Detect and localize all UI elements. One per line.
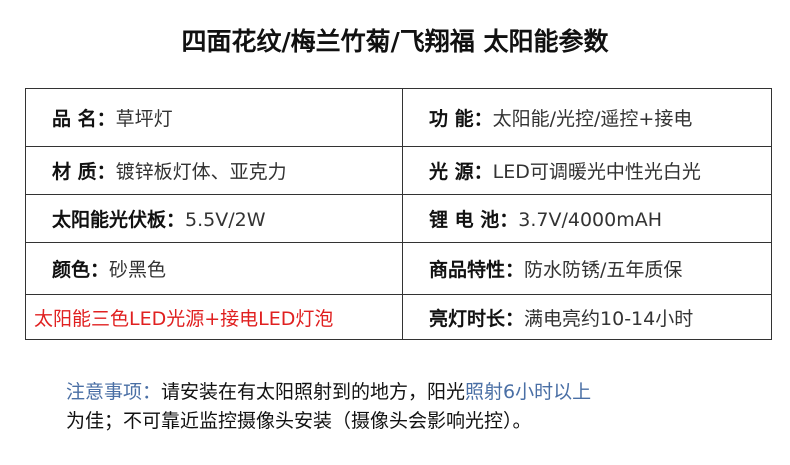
- spec-value: 草坪灯: [115, 108, 173, 130]
- spec-key: 亮灯时长：: [429, 307, 525, 330]
- spec-cell: 亮灯时长：满电亮约10-14小时: [402, 294, 772, 340]
- spec-key: 材 质：: [52, 161, 116, 183]
- page-title: 四面花纹/梅兰竹菊/飞翔福 太阳能参数: [181, 27, 609, 56]
- spec-cell: 材 质：镀锌板灯体、亚克力: [25, 146, 403, 195]
- table-row: 颜色：砂黑色 商品特性：防水防锈/五年质保: [25, 242, 772, 295]
- spec-value: 3.7V/4000mAH: [518, 209, 662, 231]
- spec-cell: 太阳能光伏板：5.5V/2W: [25, 194, 403, 243]
- spec-value: 满电亮约10-14小时: [524, 307, 694, 330]
- spec-cell: 锂 电 池：3.7V/4000mAH: [402, 194, 772, 243]
- notice-text-2: 为佳；不可靠近监控摄像头安装（摄像头会影响光控）。: [66, 410, 532, 432]
- spec-cell: 颜色：砂黑色: [25, 242, 403, 295]
- spec-value: 太阳能/光控/遥控+接电: [492, 108, 693, 130]
- spec-value: 5.5V/2W: [185, 209, 266, 231]
- spec-cell: 功 能：太阳能/光控/遥控+接电: [402, 88, 772, 147]
- spec-key: 品 名：: [52, 108, 116, 130]
- spec-key: 商品特性：: [429, 259, 525, 281]
- notice-text: 请安装在有太阳照射到的地方，阳光: [161, 381, 466, 403]
- notice-label: 注意事项：: [66, 381, 162, 403]
- spec-key: 锂 电 池：: [429, 209, 519, 231]
- spec-value: 镀锌板灯体、亚克力: [115, 161, 287, 183]
- spec-value: 砂黑色: [109, 259, 167, 281]
- spec-key: 太阳能光伏板：: [52, 209, 186, 231]
- spec-key: 颜色：: [52, 259, 110, 281]
- spec-cell: 光 源：LED可调暖光中性光白光: [402, 146, 772, 195]
- notice-highlight: 照射6小时以上: [465, 381, 592, 403]
- table-row: 材 质：镀锌板灯体、亚克力 光 源：LED可调暖光中性光白光: [25, 146, 772, 195]
- spec-cell: 商品特性：防水防锈/五年质保: [402, 242, 772, 295]
- spec-key: 光 源：: [429, 161, 493, 183]
- spec-cell: 品 名：草坪灯: [25, 88, 403, 147]
- light-source-highlight: 太阳能三色LED光源+接电LED灯泡: [25, 294, 403, 340]
- spec-key: 功 能：: [429, 108, 493, 130]
- spec-value: LED可调暖光中性光白光: [492, 161, 701, 183]
- table-row: 品 名：草坪灯 功 能：太阳能/光控/遥控+接电: [25, 88, 772, 147]
- spec-table: 品 名：草坪灯 功 能：太阳能/光控/遥控+接电 材 质：镀锌板灯体、亚克力 光…: [25, 88, 772, 340]
- table-row: 太阳能三色LED光源+接电LED灯泡 亮灯时长：满电亮约10-14小时: [25, 294, 772, 340]
- table-row: 太阳能光伏板：5.5V/2W 锂 电 池：3.7V/4000mAH: [25, 194, 772, 243]
- spec-value: 防水防锈/五年质保: [524, 259, 683, 281]
- notice: 注意事项：请安装在有太阳照射到的地方，阳光照射6小时以上为佳；不可靠近监控摄像头…: [66, 378, 591, 436]
